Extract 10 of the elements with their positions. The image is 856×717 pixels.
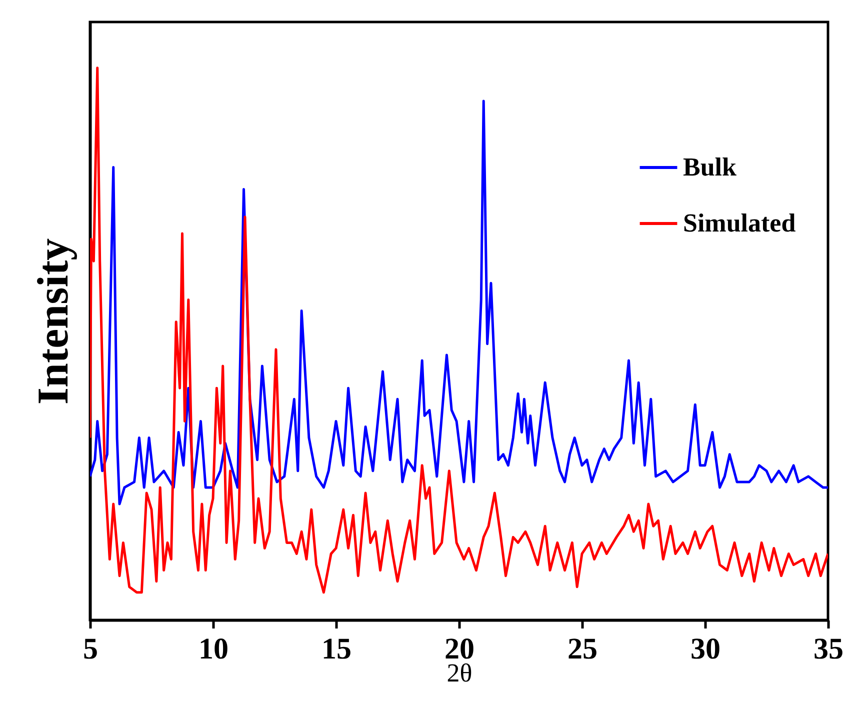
legend-label: Bulk xyxy=(683,152,738,182)
x-tick-label: 10 xyxy=(198,632,228,666)
x-tick-label: 30 xyxy=(690,632,720,666)
x-axis-title: 2θ xyxy=(446,658,472,688)
x-tick-label: 15 xyxy=(322,632,352,666)
legend-label: Simulated xyxy=(683,208,796,238)
y-axis-title: Intensity xyxy=(28,238,78,405)
x-tick-label: 5 xyxy=(83,632,98,666)
x-tick-label: 25 xyxy=(568,632,598,666)
x-tick-label: 35 xyxy=(814,632,844,666)
